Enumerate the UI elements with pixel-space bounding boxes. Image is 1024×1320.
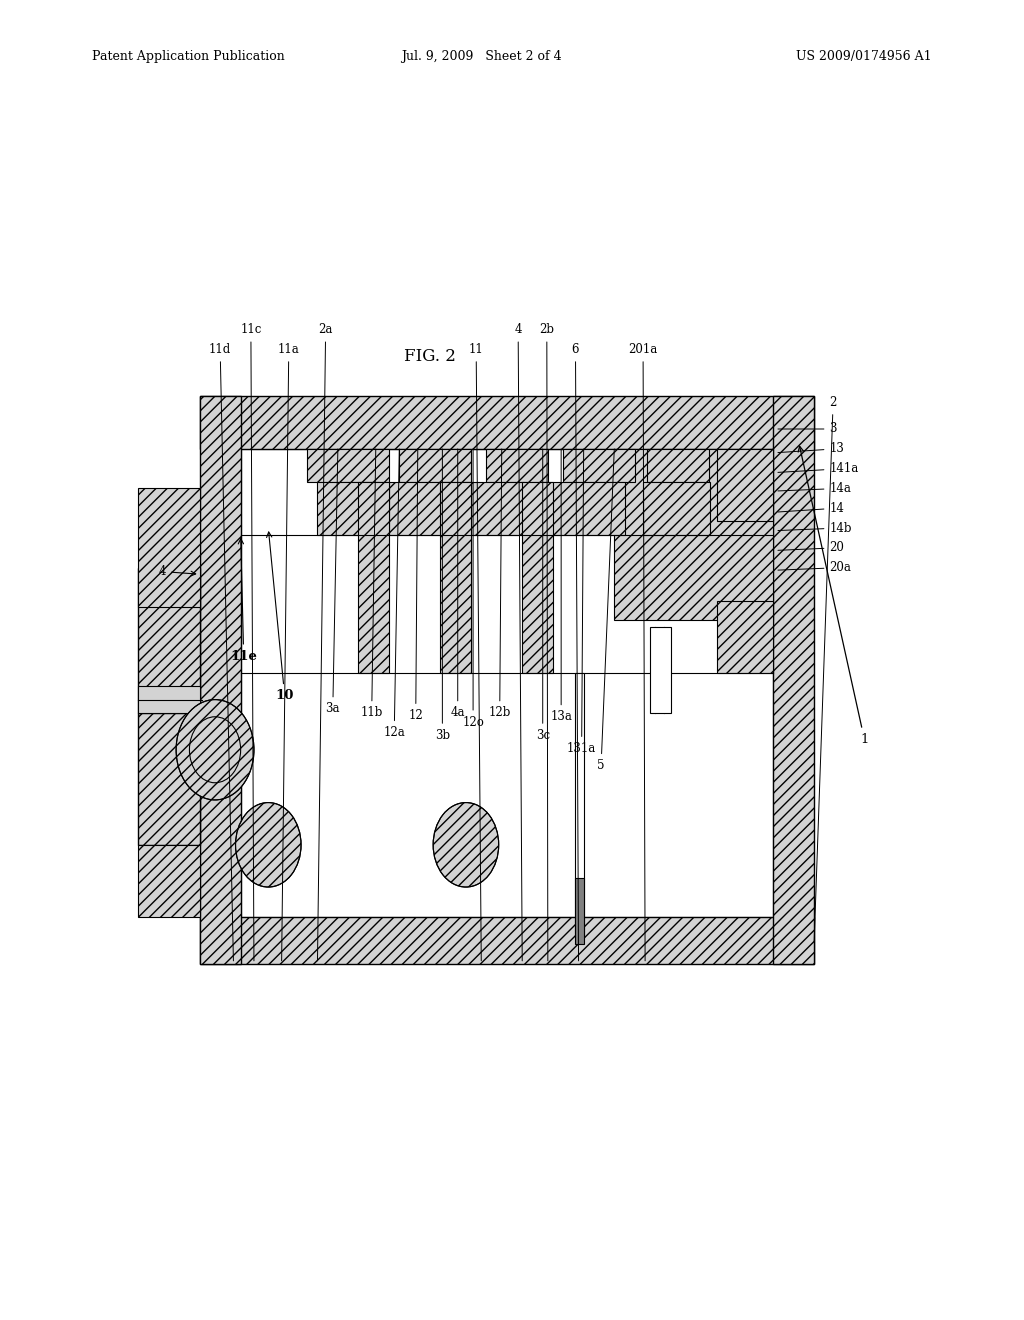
Text: 3b: 3b	[435, 449, 450, 742]
Text: Jul. 9, 2009   Sheet 2 of 4: Jul. 9, 2009 Sheet 2 of 4	[401, 50, 561, 63]
Text: 4: 4	[514, 323, 522, 961]
Bar	[563, 449, 635, 482]
Text: 20: 20	[778, 541, 845, 554]
Text: US 2009/0174956 A1: US 2009/0174956 A1	[797, 50, 932, 63]
Bar	[399, 449, 471, 482]
Text: 12o: 12o	[462, 449, 484, 729]
Bar	[630, 469, 758, 601]
Bar	[307, 449, 389, 482]
Text: 11b: 11b	[360, 449, 383, 719]
Text: 12: 12	[409, 449, 423, 722]
Text: 2: 2	[814, 396, 837, 941]
Text: 11d: 11d	[209, 343, 233, 961]
Bar	[138, 568, 200, 713]
Bar	[522, 482, 553, 673]
Text: 11a: 11a	[278, 343, 300, 961]
Bar	[647, 449, 709, 482]
Bar	[575, 673, 584, 937]
Text: 4a: 4a	[451, 449, 465, 719]
Bar	[486, 449, 548, 482]
Bar	[200, 917, 814, 964]
Bar	[138, 488, 200, 607]
Bar	[575, 878, 584, 944]
Bar	[159, 713, 200, 792]
Bar	[643, 482, 710, 535]
Text: Patent Application Publication: Patent Application Publication	[92, 50, 285, 63]
Text: 1: 1	[798, 446, 868, 746]
Bar	[241, 449, 773, 917]
Text: 10: 10	[266, 532, 294, 702]
Bar	[717, 449, 773, 521]
Bar	[543, 482, 625, 535]
Text: 3: 3	[778, 422, 837, 436]
Circle shape	[236, 803, 301, 887]
Text: 11e: 11e	[230, 539, 257, 663]
Text: 4: 4	[159, 565, 196, 578]
Bar	[440, 482, 471, 673]
Text: 6: 6	[571, 343, 580, 961]
Text: 5: 5	[597, 449, 614, 772]
Bar	[138, 686, 200, 713]
Text: 141a: 141a	[778, 462, 859, 475]
Bar	[200, 396, 814, 449]
Text: 14b: 14b	[778, 521, 852, 535]
Circle shape	[433, 803, 499, 887]
Text: 131a: 131a	[567, 449, 596, 755]
Text: FIG. 2: FIG. 2	[404, 348, 456, 364]
Bar	[717, 601, 773, 673]
Bar	[614, 449, 773, 620]
Bar	[650, 627, 671, 713]
Text: 2a: 2a	[317, 323, 333, 961]
Text: 14: 14	[778, 502, 845, 515]
Bar	[463, 482, 524, 535]
Bar	[200, 396, 241, 964]
Text: 11: 11	[469, 343, 483, 961]
Text: 14a: 14a	[778, 482, 851, 495]
Bar	[358, 482, 389, 673]
Text: 201a: 201a	[629, 343, 657, 961]
Text: 20a: 20a	[778, 561, 851, 574]
Text: 3a: 3a	[326, 449, 340, 715]
Bar	[317, 482, 379, 535]
Bar	[138, 845, 200, 917]
Text: 3c: 3c	[536, 449, 550, 742]
Text: 13a: 13a	[550, 449, 572, 723]
Circle shape	[176, 700, 254, 800]
Text: 2b: 2b	[540, 323, 554, 961]
Bar	[138, 713, 200, 845]
Text: 11c: 11c	[241, 323, 261, 961]
Bar	[389, 482, 451, 535]
Text: 12b: 12b	[488, 449, 511, 719]
Bar	[773, 396, 814, 964]
Text: 12a: 12a	[383, 449, 406, 739]
Text: 13: 13	[778, 442, 845, 455]
